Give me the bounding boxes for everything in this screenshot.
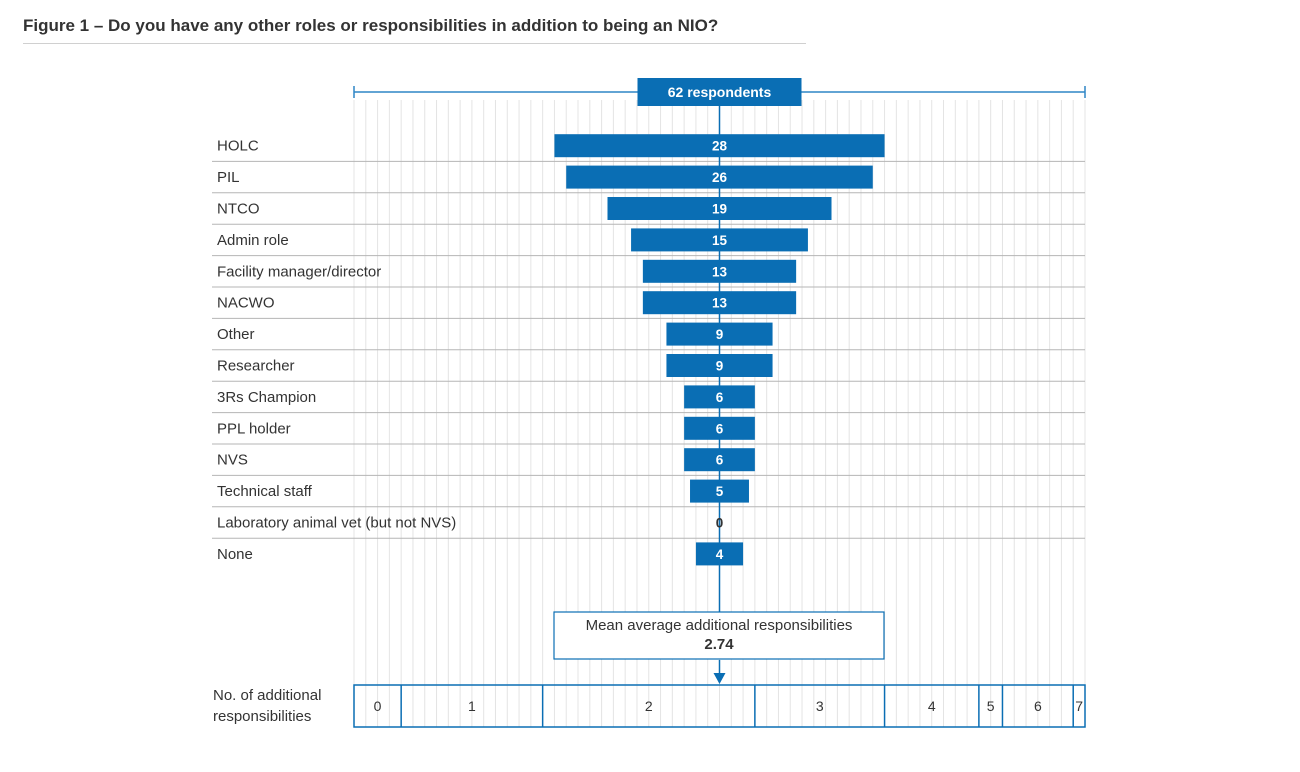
mean-pointer-arrow [713,673,726,684]
bar-value-label: 0 [716,516,724,531]
bar [566,165,873,189]
scale-frame [353,684,1086,728]
category-label: Technical staff [217,483,313,500]
bar-value-labels: 28 26 19 15 13 13 9 9 6 6 6 5 0 4 [712,139,728,562]
scale-segment-label: 7 [1075,698,1083,714]
mean-box [553,611,885,660]
bar-value-label: 13 [712,264,728,279]
bar-value-label: 6 [716,453,724,468]
bar [690,479,749,503]
bar [642,291,797,315]
category-label: PIL [217,169,240,186]
category-label: NVS [217,452,248,469]
bar [642,259,797,283]
bar [684,448,755,472]
bar [607,197,832,220]
responsibilities-scale: No. of additional responsibilities 0 1 2 3 4 5 6… [213,684,1086,728]
category-label: None [217,546,253,563]
scale-segment-label: 5 [987,698,995,714]
category-label: Facility manager/director [217,263,381,280]
bar-value-label: 6 [716,421,724,436]
bar-value-label: 4 [716,547,724,562]
mean-label: Mean average additional responsibilities [586,617,853,634]
bar [666,322,773,346]
bar-value-label: 6 [716,390,724,405]
bar-value-label: 19 [712,202,727,217]
category-label: 3Rs Champion [217,389,316,406]
bar-value-label: 5 [716,484,724,499]
category-labels: HOLC PIL NTCO Admin role Facility manager/di… [217,138,456,563]
bar [554,134,885,158]
scale-segment-label: 1 [468,698,476,714]
bar [695,542,744,566]
bar [631,228,808,252]
mean-value: 2.74 [704,636,734,653]
category-label: NACWO [217,295,275,312]
category-label: PPL holder [217,420,291,437]
respondents-label: 62 respondents [668,84,772,100]
bar-value-label: 9 [716,359,724,374]
bar [666,354,773,377]
scale-segment-label: 4 [928,698,936,714]
mean-callout: Mean average additional responsibilities… [553,611,885,660]
bar-value-label: 9 [716,327,724,342]
scale-segment-label: 0 [374,698,382,714]
respondents-box [637,78,802,106]
bar-value-label: 26 [712,170,728,185]
scale-label-line2: responsibilities [213,708,311,725]
bar-value-label: 15 [712,233,728,248]
bar [684,416,755,440]
scale-segment-label: 2 [645,698,653,714]
category-label: Other [217,326,255,343]
scale-label-line1: No. of additional [213,687,321,704]
bar-value-label: 28 [712,139,728,154]
category-label: Admin role [217,232,289,249]
bars [554,134,885,566]
scale-segment-label: 3 [816,698,824,714]
category-label: HOLC [217,138,259,155]
bar-value-label: 13 [712,296,728,311]
category-label: NTCO [217,201,260,218]
category-label: Laboratory animal vet (but not NVS) [217,515,456,532]
respondents-bracket: 62 respondents [353,78,1086,106]
category-label: Researcher [217,358,295,375]
scale-segment-label: 6 [1034,698,1042,714]
chart-title: Figure 1 – Do you have any other roles o… [23,16,719,35]
row-separators [212,160,1085,539]
title-divider [23,43,806,44]
bar [684,385,755,409]
